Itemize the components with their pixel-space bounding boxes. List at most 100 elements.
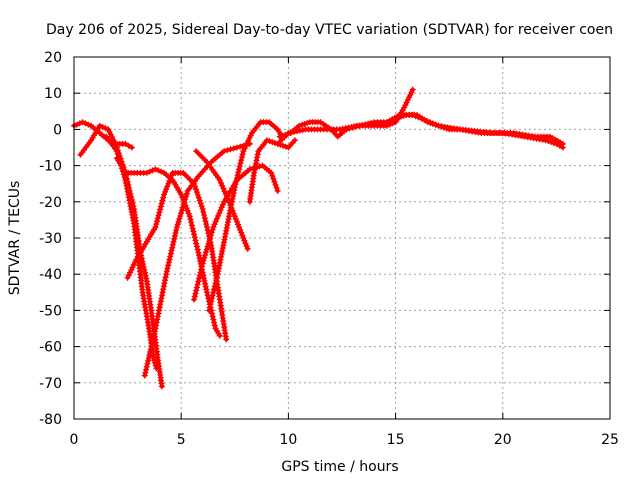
data-point-marker bbox=[217, 207, 224, 214]
data-point-marker bbox=[142, 369, 149, 376]
data-point-marker bbox=[271, 178, 278, 185]
data-point-marker bbox=[82, 120, 89, 127]
data-point-marker bbox=[230, 145, 237, 152]
data-point-marker bbox=[203, 221, 210, 228]
data-point-marker bbox=[73, 121, 80, 128]
data-point-marker bbox=[201, 212, 208, 219]
data-point-marker bbox=[195, 278, 202, 285]
data-point-marker bbox=[102, 125, 109, 132]
data-point-marker bbox=[156, 209, 163, 216]
data-point-marker bbox=[207, 232, 214, 239]
data-point-marker bbox=[147, 346, 154, 353]
data-point-marker bbox=[242, 240, 249, 247]
data-point-marker bbox=[79, 119, 86, 126]
data-point-marker bbox=[339, 125, 346, 132]
data-point-marker bbox=[219, 201, 226, 208]
data-point-marker bbox=[178, 210, 185, 217]
data-point-marker bbox=[202, 283, 209, 290]
data-point-marker bbox=[233, 178, 240, 185]
data-point-marker bbox=[224, 147, 231, 154]
data-point-marker bbox=[237, 160, 244, 167]
data-point-marker bbox=[193, 287, 200, 294]
data-point-marker bbox=[212, 280, 219, 287]
x-tick-label: 25 bbox=[601, 432, 619, 448]
data-point-marker bbox=[197, 269, 204, 276]
data-point-marker bbox=[167, 253, 174, 260]
data-point-marker bbox=[409, 86, 416, 93]
data-point-marker bbox=[204, 243, 211, 250]
data-point-marker bbox=[85, 121, 92, 128]
series-pass-13 bbox=[384, 111, 566, 147]
data-point-marker bbox=[299, 127, 306, 134]
x-tick-label: 0 bbox=[70, 432, 79, 448]
data-point-marker bbox=[145, 357, 152, 364]
data-point-marker bbox=[206, 238, 213, 245]
data-point-marker bbox=[165, 259, 172, 266]
data-point-marker bbox=[232, 215, 239, 222]
data-point-marker bbox=[143, 366, 150, 373]
data-point-marker bbox=[221, 148, 228, 155]
y-tick-label: 0 bbox=[53, 122, 62, 138]
data-point-marker bbox=[235, 169, 242, 176]
data-point-marker bbox=[185, 210, 192, 217]
data-point-marker bbox=[178, 191, 185, 198]
chart-title: Day 206 of 2025, Sidereal Day-to-day VTE… bbox=[46, 22, 613, 38]
data-point-marker bbox=[174, 221, 181, 228]
data-point-marker bbox=[162, 188, 169, 195]
data-point-marker bbox=[212, 218, 219, 225]
data-point-marker bbox=[348, 123, 355, 130]
data-point-marker bbox=[165, 262, 172, 269]
data-point-marker bbox=[415, 114, 422, 121]
data-point-marker bbox=[146, 168, 153, 175]
data-point-marker bbox=[182, 202, 189, 209]
data-point-marker bbox=[296, 122, 303, 129]
data-point-marker bbox=[199, 206, 206, 213]
data-point-marker bbox=[171, 232, 178, 239]
data-point-marker bbox=[196, 275, 203, 282]
data-point-marker bbox=[209, 313, 216, 320]
data-point-marker bbox=[211, 221, 218, 228]
data-point-marker bbox=[159, 197, 166, 204]
data-point-marker bbox=[210, 289, 217, 296]
data-point-marker bbox=[412, 113, 419, 120]
data-point-marker bbox=[172, 230, 179, 237]
data-point-marker bbox=[125, 142, 132, 149]
data-point-marker bbox=[164, 183, 171, 190]
data-point-marker bbox=[196, 272, 203, 279]
series-pass-1 bbox=[71, 119, 135, 151]
data-point-marker bbox=[195, 252, 202, 259]
data-point-marker bbox=[193, 243, 200, 250]
y-tick-label: -70 bbox=[39, 376, 62, 392]
data-point-marker bbox=[96, 122, 103, 129]
data-point-marker bbox=[178, 207, 185, 214]
x-axis-label: GPS time / hours bbox=[281, 459, 398, 475]
data-point-marker bbox=[208, 295, 215, 302]
data-point-marker bbox=[173, 224, 180, 231]
data-point-marker bbox=[184, 207, 191, 214]
data-point-marker bbox=[143, 169, 150, 176]
data-point-marker bbox=[183, 190, 190, 197]
data-point-marker bbox=[157, 203, 164, 210]
data-point-marker bbox=[345, 124, 352, 131]
data-point-marker bbox=[191, 293, 198, 300]
data-point-marker bbox=[253, 157, 260, 164]
data-point-marker bbox=[187, 216, 194, 223]
data-point-marker bbox=[169, 244, 176, 251]
data-point-marker bbox=[203, 286, 210, 293]
data-point-marker bbox=[141, 266, 148, 273]
data-point-marker bbox=[239, 232, 246, 239]
data-point-marker bbox=[179, 194, 186, 201]
data-point-marker bbox=[152, 224, 159, 231]
data-point-marker bbox=[269, 172, 276, 179]
x-tick-label: 5 bbox=[177, 432, 186, 448]
data-point-marker bbox=[198, 263, 205, 270]
data-point-marker bbox=[211, 319, 218, 326]
data-point-marker bbox=[76, 120, 83, 127]
data-point-marker bbox=[151, 328, 158, 335]
data-point-marker bbox=[252, 163, 259, 170]
data-point-marker bbox=[128, 144, 135, 151]
data-point-marker bbox=[153, 221, 160, 228]
data-point-marker bbox=[218, 204, 225, 211]
data-point-marker bbox=[216, 177, 223, 184]
data-point-marker bbox=[199, 260, 206, 267]
